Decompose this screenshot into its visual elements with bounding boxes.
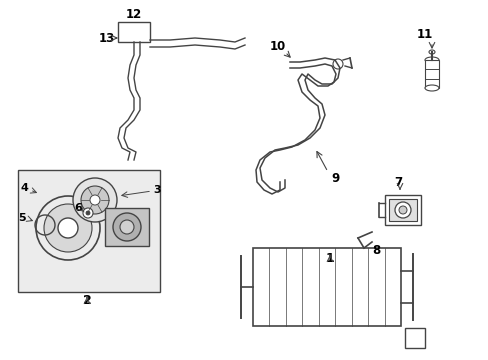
Bar [252, 248, 400, 326]
Text: 5: 5 [18, 213, 26, 223]
Text: 2: 2 [82, 293, 91, 306]
Text: 12: 12 [125, 9, 142, 22]
Circle shape [90, 195, 100, 205]
Bar [404, 328, 424, 348]
Circle shape [44, 204, 92, 252]
Text: 11: 11 [416, 27, 432, 40]
Text: 4: 4 [20, 183, 28, 193]
Circle shape [73, 178, 117, 222]
Text: 7: 7 [393, 176, 401, 189]
Circle shape [113, 213, 141, 241]
Circle shape [83, 208, 93, 218]
Bar [388, 199, 416, 221]
Text: 9: 9 [330, 171, 339, 184]
Ellipse shape [424, 57, 438, 63]
Bar [384, 195, 420, 225]
Text: 13: 13 [99, 31, 115, 45]
Text: 10: 10 [269, 40, 285, 53]
Ellipse shape [428, 50, 434, 54]
Circle shape [58, 218, 78, 238]
Ellipse shape [424, 85, 438, 91]
Bar [424, 60, 438, 88]
Text: 3: 3 [153, 185, 161, 195]
Bar [105, 208, 149, 246]
Circle shape [394, 202, 410, 218]
Text: 8: 8 [371, 243, 380, 256]
Circle shape [120, 220, 134, 234]
Circle shape [398, 206, 406, 214]
Text: 6: 6 [74, 203, 82, 213]
Bar [18, 170, 160, 292]
Circle shape [86, 211, 90, 215]
Text: 1: 1 [325, 252, 334, 265]
Circle shape [81, 186, 109, 214]
Bar [118, 22, 150, 42]
